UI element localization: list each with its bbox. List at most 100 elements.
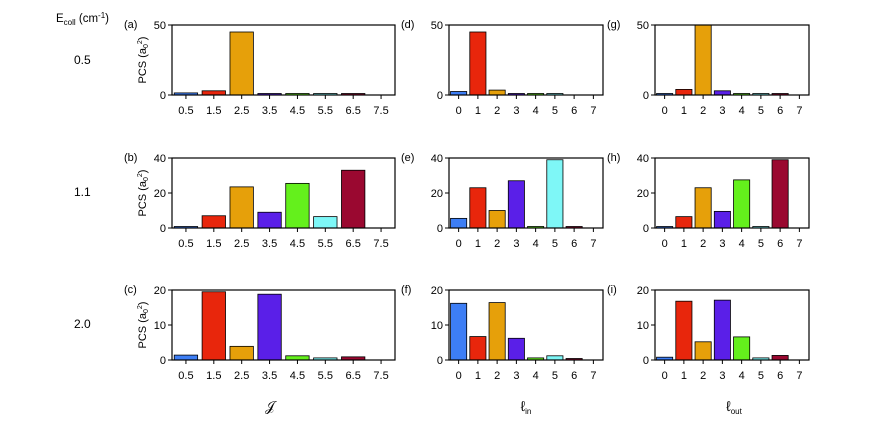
col-xlabel-2: ℓout [726,398,742,416]
xtick-label-c-1: 1.5 [206,370,221,382]
ytick-label-e-1: 20 [431,188,443,200]
panel-e: 0 20 40 0 1 2 3 4 5 6 7 (e) [401,152,604,250]
xtick-label-d-3: 3 [513,105,519,117]
bar-a-1 [201,90,226,96]
panel-label-e: (e) [401,152,414,164]
xtick-label-e-5: 5 [552,238,558,250]
xtick-label-e-4: 4 [533,238,539,250]
bar-h-6 [771,159,789,229]
bar-c-2 [229,345,254,361]
panel-label-f: (f) [401,284,411,296]
ytick-label-a-0: 0 [160,90,166,102]
ytick-label-i-0: 0 [643,355,649,367]
xtick-label-b-2: 2.5 [234,238,249,250]
bar-f-1 [469,336,487,361]
xtick-label-f-4: 4 [533,370,539,382]
xtick-label-g-7: 7 [796,105,802,117]
ytick-label-g-1: 50 [637,20,649,32]
bar-g-1 [675,89,693,96]
panel-label-i: (i) [607,284,617,296]
ytick-label-c-2: 20 [154,285,166,297]
ytick-label-i-2: 20 [637,285,649,297]
bar-c-0 [173,354,199,361]
xtick-label-b-0: 0.5 [178,238,193,250]
bar-h-4 [733,179,751,229]
panel-label-d: (d) [401,19,414,31]
energy-label-1: 1.1 [74,185,91,199]
xtick-label-g-1: 1 [681,105,687,117]
xtick-label-e-3: 3 [513,238,519,250]
xtick-label-a-3: 3.5 [262,105,277,117]
bar-e-0 [450,217,468,229]
bar-c-3 [257,293,282,361]
bar-b-5 [313,216,338,229]
xtick-label-g-2: 2 [700,105,706,117]
xtick-label-b-1: 1.5 [206,238,221,250]
bar-b-2 [229,186,254,229]
ytick-label-c-0: 0 [160,355,166,367]
panel-a: 0 50 0.5 1.5 2.5 3.5 4.5 5.5 6.5 7.5 (a)PCS (a02) [124,19,396,117]
xtick-label-e-1: 1 [475,238,481,250]
xtick-label-e-0: 0 [456,238,462,250]
panel-label-h: (h) [607,152,620,164]
xtick-label-c-3: 3.5 [262,370,277,382]
ytick-label-d-0: 0 [437,90,443,102]
bar-h-3 [713,210,731,229]
bar-g-2 [694,24,712,96]
xtick-label-a-7: 7.5 [373,105,388,117]
ytick-label-f-1: 10 [431,320,443,332]
ytick-label-h-1: 20 [637,188,649,200]
bar-i-6 [771,355,789,361]
xtick-label-g-0: 0 [662,105,668,117]
xtick-label-c-2: 2.5 [234,370,249,382]
bar-b-3 [257,211,282,229]
col-xlabel-1: ℓin [521,398,532,416]
ytick-label-g-0: 0 [643,90,649,102]
panel-b: 0 20 40 0.5 1.5 2.5 3.5 4.5 5.5 6.5 7.5 (b)PCS (a02… [124,152,396,250]
ytick-label-c-1: 10 [154,320,166,332]
xtick-label-b-6: 6.5 [346,238,361,250]
bar-e-2 [488,210,506,229]
ytick-label-e-0: 0 [437,223,443,235]
bar-b-6 [341,169,366,229]
xtick-label-f-5: 5 [552,370,558,382]
panel-h: 0 20 40 0 1 2 3 4 5 6 7 (h) [607,152,810,250]
bar-h-1 [675,216,693,229]
xtick-label-a-5: 5.5 [318,105,333,117]
ytick-label-b-0: 0 [160,223,166,235]
bar-d-2 [488,89,506,96]
panel-label-a: (a) [124,19,137,31]
xtick-label-b-4: 4.5 [290,238,305,250]
bar-i-1 [675,300,693,361]
panel-label-g: (g) [607,19,620,31]
bar-f-3 [507,337,525,361]
bar-f-2 [488,302,506,361]
xtick-label-g-4: 4 [739,105,745,117]
bar-b-4 [285,182,310,229]
xtick-label-b-3: 3.5 [262,238,277,250]
xtick-label-i-7: 7 [796,370,802,382]
ytick-label-e-2: 40 [431,153,443,165]
xtick-label-i-0: 0 [662,370,668,382]
xtick-label-c-7: 7.5 [373,370,388,382]
xtick-label-g-5: 5 [758,105,764,117]
panel-label-b: (b) [124,152,137,164]
xtick-label-i-1: 1 [681,370,687,382]
xtick-label-c-0: 0.5 [178,370,193,382]
xtick-label-a-4: 4.5 [290,105,305,117]
ylabel-c: PCS (a02) [137,302,150,349]
xtick-label-i-3: 3 [719,370,725,382]
bar-i-4 [733,336,751,361]
ytick-label-a-1: 50 [154,20,166,32]
xtick-label-h-0: 0 [662,238,668,250]
bar-c-4 [285,355,310,361]
bar-i-3 [713,299,731,361]
xtick-label-d-7: 7 [590,105,596,117]
xtick-label-i-6: 6 [777,370,783,382]
xtick-label-f-1: 1 [475,370,481,382]
xtick-label-c-6: 6.5 [346,370,361,382]
xtick-label-e-6: 6 [571,238,577,250]
xtick-label-i-2: 2 [700,370,706,382]
